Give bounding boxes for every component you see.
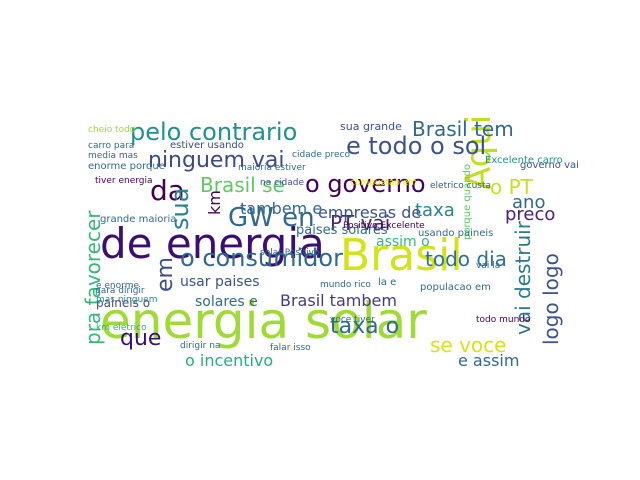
word: Brasil tambem [280, 291, 397, 310]
word: mundo rico [320, 280, 371, 290]
word: todo dia [425, 247, 507, 271]
word: todo mundo [476, 315, 531, 325]
word: sua [166, 188, 194, 230]
word: falar isso [270, 343, 311, 353]
word: da [150, 174, 185, 207]
word: carro para [88, 141, 134, 151]
word: e todo o sol [346, 132, 486, 160]
word: preco [505, 204, 555, 225]
word: estiver usando [170, 140, 244, 151]
word: sua grande [340, 120, 402, 133]
word: taxa [415, 200, 455, 221]
word: na cidade [260, 178, 304, 188]
word: de energia [100, 219, 325, 268]
word: eletrico custa [430, 181, 491, 191]
word: voce tiver [330, 315, 375, 325]
word: enorme porque [88, 161, 165, 172]
word: que [120, 326, 161, 351]
word: Positivo Excelente [343, 221, 425, 231]
word: se voce [430, 333, 506, 357]
word: km eletrico [96, 323, 147, 333]
word: Aqui [459, 115, 499, 190]
word: maioria estiver [238, 163, 306, 173]
word: PT vai [330, 211, 390, 235]
word: o incentivo [185, 351, 273, 370]
word: vai destruir [511, 220, 535, 335]
word: solar Positivo [260, 248, 320, 258]
word: GW en [228, 203, 315, 233]
word: empresas de [318, 203, 421, 222]
word: Excelente carro [485, 155, 563, 166]
word: solares e [195, 294, 258, 310]
word: pelo contrario [130, 118, 297, 146]
word: Brasil tem [412, 117, 514, 141]
word: taxa o [330, 314, 399, 339]
word: vai la [476, 261, 500, 271]
word: governo vai [520, 160, 579, 171]
word: media mas [88, 151, 138, 161]
word: cidade preco [292, 150, 350, 160]
word: dirigir na [180, 341, 220, 351]
word: o consumidor [180, 244, 343, 272]
word: em [153, 257, 178, 292]
word: cheio todo [88, 125, 136, 135]
word: energia solar [100, 292, 427, 350]
word: e assim [458, 351, 519, 370]
word: km [205, 190, 224, 215]
word: ninguem vai [148, 148, 284, 173]
word: usar paises [180, 274, 260, 290]
word: porque quando [462, 164, 473, 240]
word: tambem e [240, 199, 322, 218]
word: tiver energia [95, 176, 153, 186]
word: ano [512, 192, 545, 213]
word: mas ninguem [96, 295, 157, 305]
word: paises solares [296, 223, 388, 238]
word: Brasil [340, 230, 463, 281]
word: assim o [376, 234, 430, 250]
word: paineis o [96, 296, 150, 310]
word: pra favorecer [81, 210, 105, 345]
word: populacao em [420, 282, 491, 293]
word: grande maioria [100, 214, 176, 225]
word: la e [378, 277, 396, 288]
word: o governo [305, 170, 426, 198]
word: para dirigir [95, 286, 145, 296]
word: o PT [490, 175, 534, 199]
word: combustao em [350, 178, 417, 188]
word: usando paineis [418, 228, 493, 239]
word: e enorme [96, 281, 139, 291]
word: logo logo [539, 253, 563, 345]
word: Brasil se [200, 173, 285, 197]
